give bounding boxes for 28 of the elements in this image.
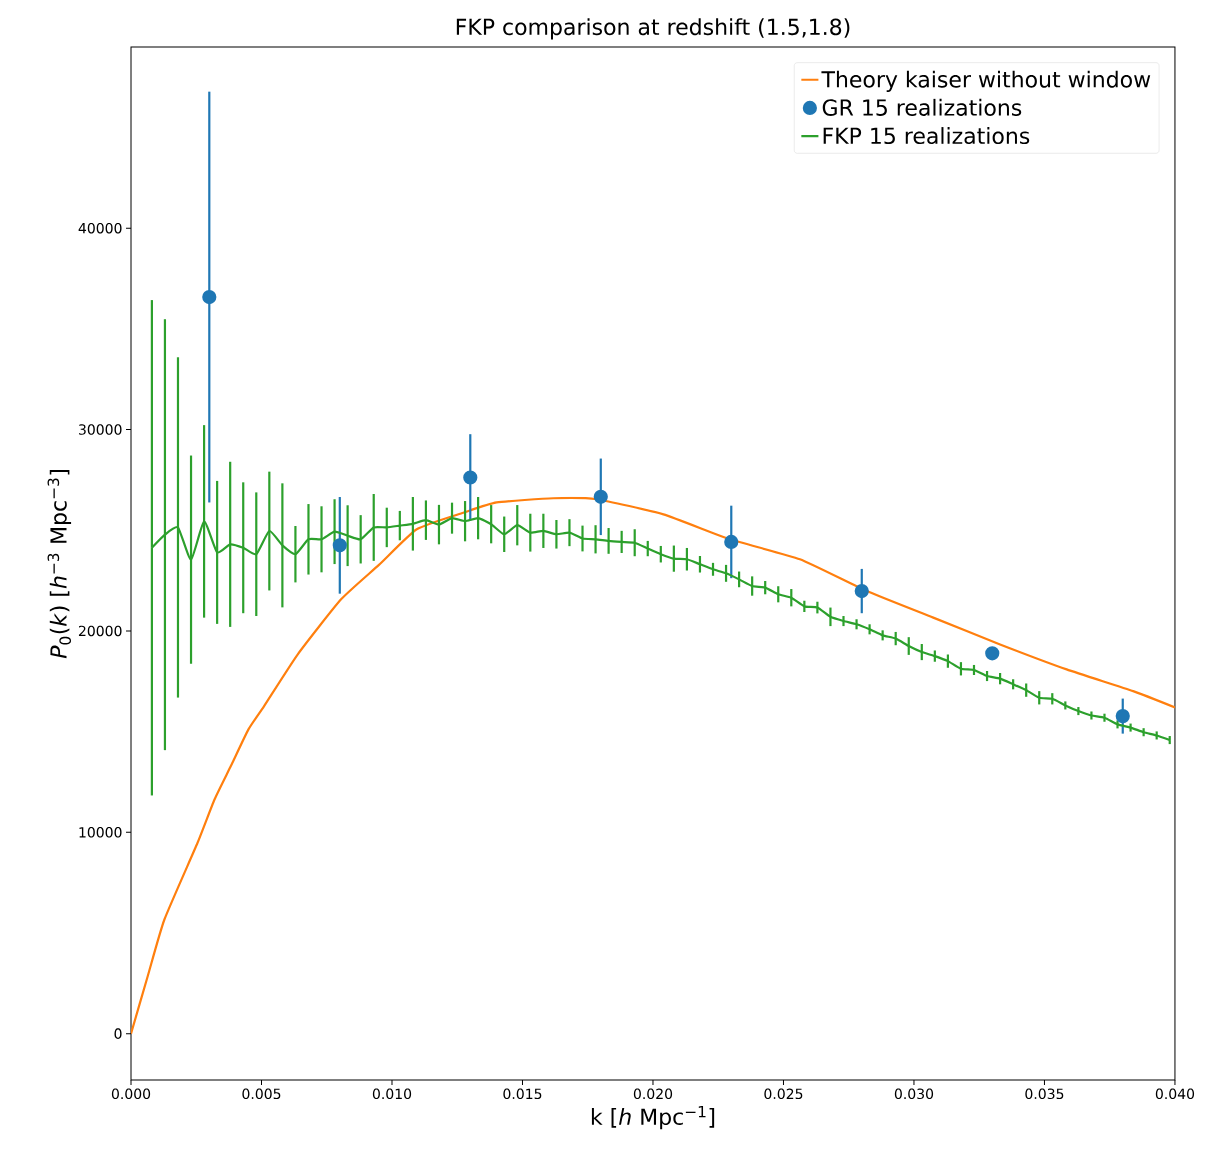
y-tick-label: 20000 [78, 625, 122, 637]
y-tick-label: 30000 [79, 424, 122, 435]
x-tick-label: 0.035 [1025, 1088, 1064, 1100]
x-tick-label: 0.030 [894, 1088, 934, 1100]
point [724, 534, 739, 550]
y-tick-label: 10000 [79, 827, 122, 838]
point [985, 646, 1000, 661]
x-tick-label: 0.000 [111, 1088, 151, 1100]
point [202, 289, 217, 305]
x-axis-title: k [h Mpc$^{−1}$] [591, 1105, 715, 1130]
x-tick-label: 0.020 [633, 1088, 673, 1100]
point [1115, 709, 1130, 724]
x-tick-label: 0.005 [242, 1088, 281, 1100]
y-tick-label: 0 [114, 1028, 122, 1039]
legend-label: Theory kaiser without window [821, 70, 1151, 92]
x-tick-label: 0.040 [1155, 1088, 1195, 1100]
text: P$_{0}$(k) [h$^{−3}$ Mpc$^{−3}$] [47, 469, 72, 659]
x-tick-label: 0.015 [503, 1088, 542, 1100]
x-tick-label: 0.010 [372, 1088, 412, 1100]
y-tick-label: 40000 [78, 222, 122, 234]
x-tick-label: 0.025 [764, 1088, 803, 1100]
point [854, 583, 869, 599]
point [332, 538, 347, 553]
point [463, 470, 478, 485]
chart-title: FKP comparison at redshift (1.5,1.8) [456, 18, 850, 40]
legend-label: FKP 15 realizations [823, 127, 1030, 145]
point [593, 489, 608, 504]
legend-label: GR 15 realizations [822, 98, 1022, 116]
